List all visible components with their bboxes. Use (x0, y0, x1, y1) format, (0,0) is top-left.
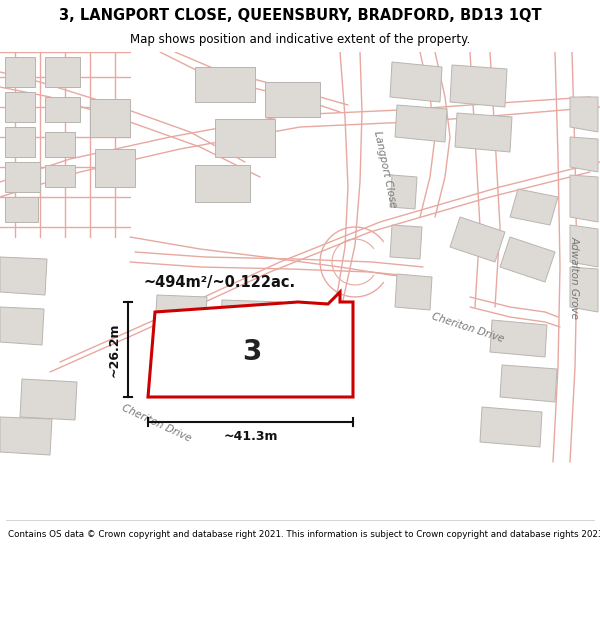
Polygon shape (450, 217, 505, 262)
Polygon shape (20, 379, 77, 420)
Polygon shape (510, 189, 558, 225)
Polygon shape (90, 99, 130, 137)
Polygon shape (45, 57, 80, 87)
Polygon shape (570, 267, 598, 312)
Polygon shape (148, 292, 353, 397)
Text: Cheriton Drive: Cheriton Drive (120, 403, 193, 444)
Polygon shape (570, 175, 598, 222)
Polygon shape (0, 417, 52, 455)
Text: Contains OS data © Crown copyright and database right 2021. This information is : Contains OS data © Crown copyright and d… (8, 530, 600, 539)
Polygon shape (390, 175, 417, 209)
Polygon shape (480, 407, 542, 447)
Polygon shape (395, 105, 447, 142)
Polygon shape (95, 149, 135, 187)
Polygon shape (220, 300, 282, 334)
Polygon shape (450, 65, 507, 107)
Polygon shape (5, 57, 35, 87)
Polygon shape (5, 92, 35, 122)
Text: Map shows position and indicative extent of the property.: Map shows position and indicative extent… (130, 32, 470, 46)
Polygon shape (5, 197, 38, 222)
Polygon shape (265, 82, 320, 117)
Polygon shape (45, 132, 75, 157)
Polygon shape (395, 274, 432, 310)
Polygon shape (5, 127, 35, 157)
Polygon shape (195, 67, 255, 102)
Polygon shape (5, 162, 40, 192)
Text: Langport Close: Langport Close (372, 131, 398, 209)
Polygon shape (390, 62, 442, 102)
Polygon shape (455, 113, 512, 152)
Polygon shape (215, 119, 275, 157)
Polygon shape (290, 305, 347, 339)
Polygon shape (500, 237, 555, 282)
Text: 3: 3 (242, 338, 262, 366)
Text: ~41.3m: ~41.3m (223, 429, 278, 442)
Polygon shape (570, 137, 598, 172)
Text: 3, LANGPORT CLOSE, QUEENSBURY, BRADFORD, BD13 1QT: 3, LANGPORT CLOSE, QUEENSBURY, BRADFORD,… (59, 8, 541, 23)
Polygon shape (490, 320, 547, 357)
Polygon shape (570, 225, 598, 267)
Polygon shape (45, 165, 75, 187)
Text: Cheriton Drive: Cheriton Drive (430, 311, 505, 344)
Text: Adwalton Grove: Adwalton Grove (570, 236, 580, 319)
Polygon shape (0, 307, 44, 345)
Polygon shape (195, 165, 250, 202)
Text: ~494m²/~0.122ac.: ~494m²/~0.122ac. (144, 274, 296, 289)
Polygon shape (500, 365, 557, 402)
Polygon shape (0, 257, 47, 295)
Text: ~26.2m: ~26.2m (107, 322, 121, 377)
Polygon shape (390, 225, 422, 259)
Polygon shape (45, 97, 80, 122)
Polygon shape (570, 97, 598, 132)
Polygon shape (155, 295, 207, 329)
